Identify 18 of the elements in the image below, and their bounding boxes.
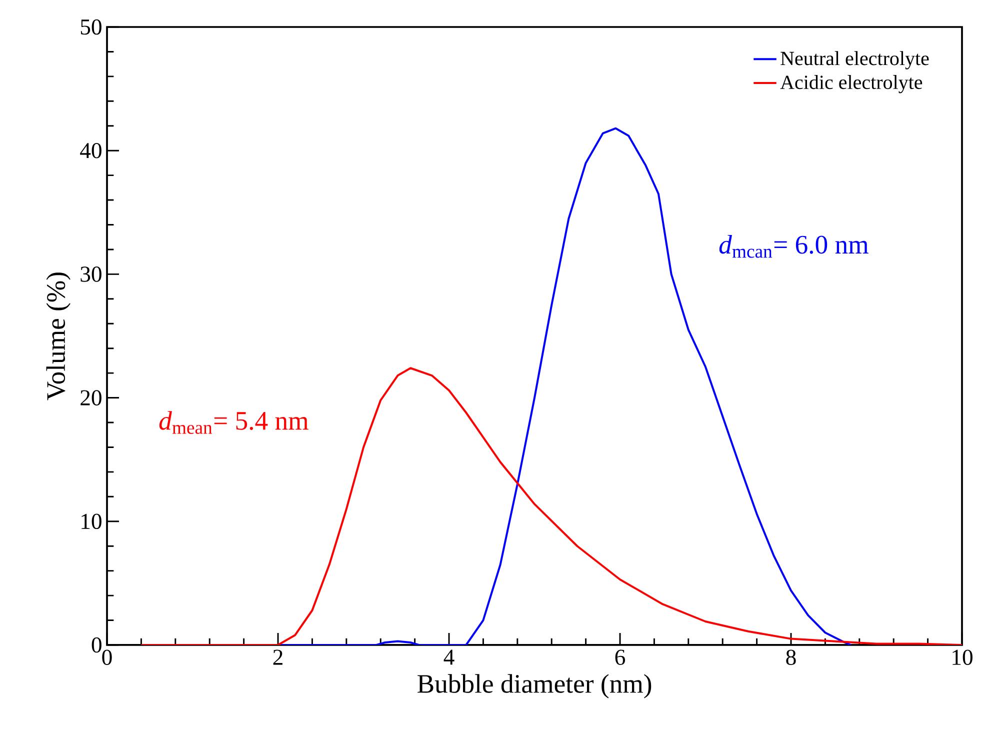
x-tick-label: 2 [273, 650, 282, 665]
x-tick-label: 8 [786, 650, 796, 665]
legend-label: Neutral electrolyte [780, 51, 929, 70]
legend-label: Acidic electrolyte [780, 75, 922, 94]
y-tick-label: 20 [80, 390, 102, 406]
annotation: d$_{mcan}$= 6.0 nm [719, 234, 868, 258]
y-tick-label: 10 [82, 514, 102, 530]
x-tick-label: 4 [444, 650, 454, 665]
annotation: d$_{mean}$= 5.4 nm [159, 411, 308, 434]
y-tick-label: 50 [80, 19, 102, 35]
x-tick-label: 10 [952, 650, 972, 665]
x-axis-title: Bubble diameter (nm) [418, 674, 652, 698]
x-tick-label: 6 [615, 650, 626, 665]
y-axis-title: Volume (%) [46, 272, 70, 400]
x-tick-label: 0 [102, 650, 112, 665]
y-tick-label: 30 [80, 266, 102, 282]
y-tick-label: 0 [92, 637, 102, 653]
y-tick-label: 40 [80, 142, 102, 158]
